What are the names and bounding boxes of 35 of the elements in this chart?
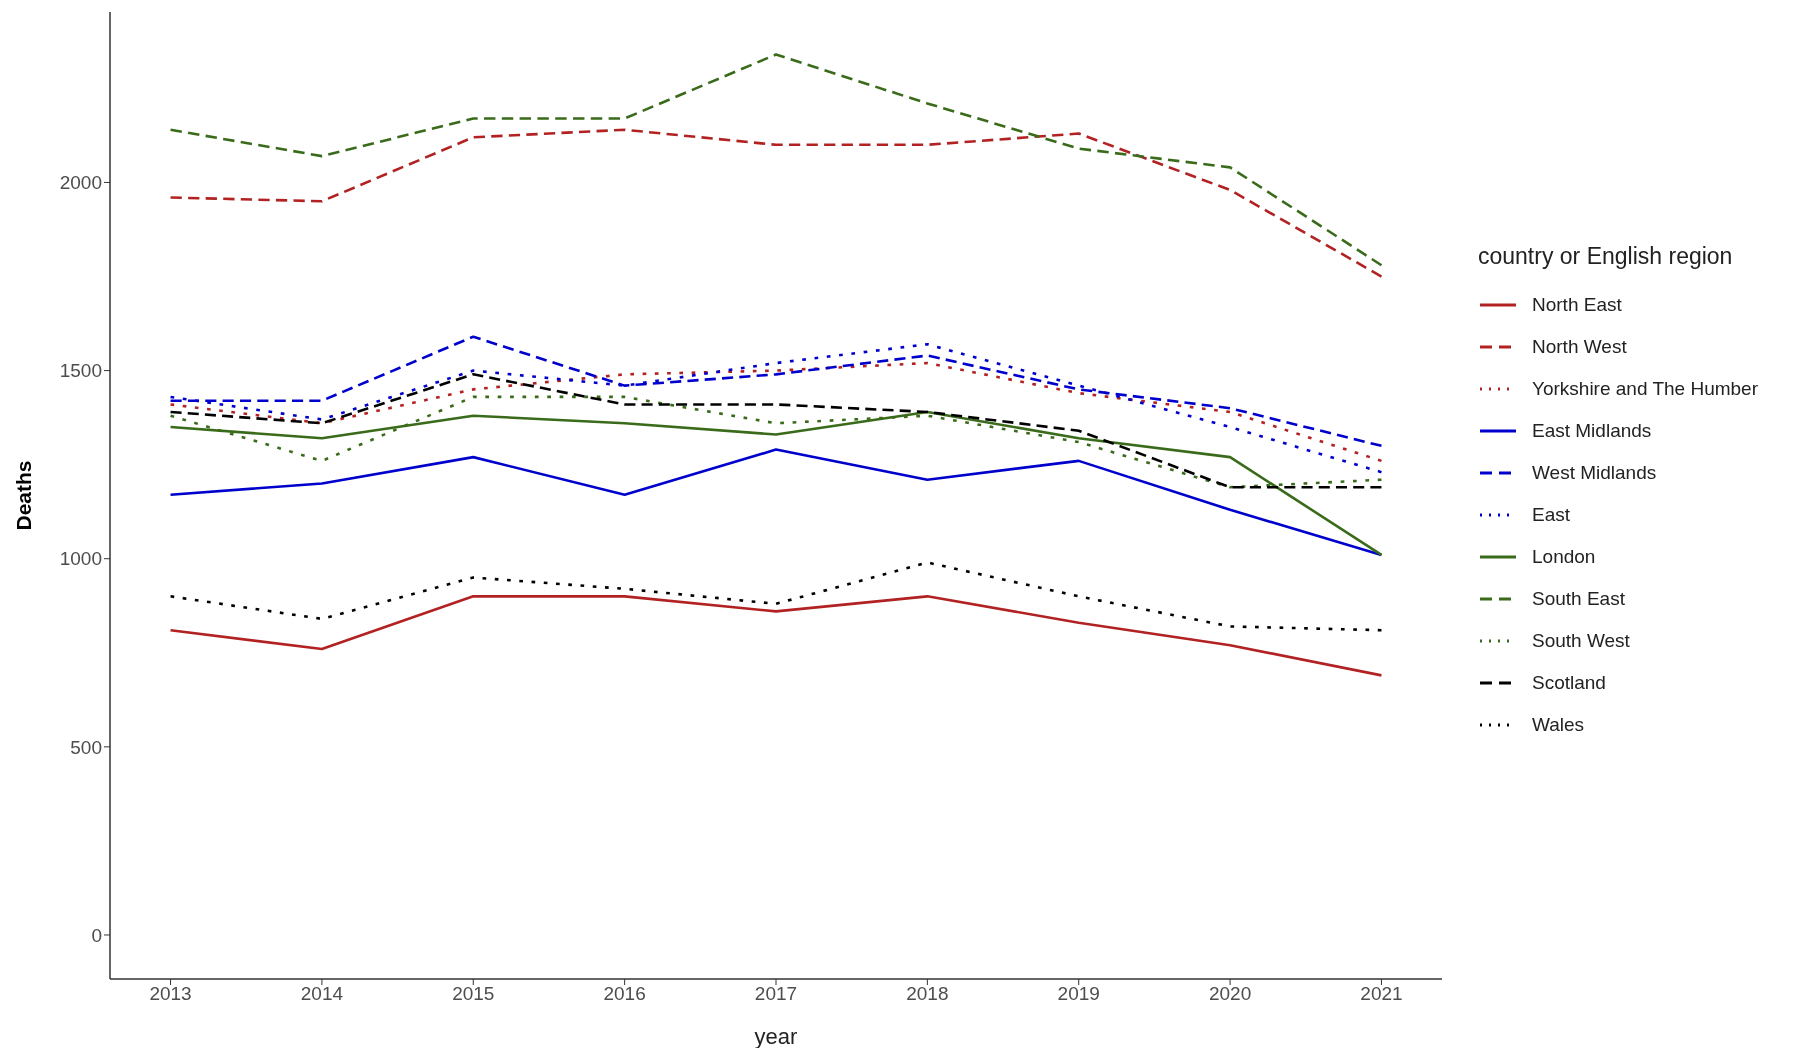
legend-label: West Midlands (1532, 462, 1657, 484)
x-tick-label: 2013 (149, 983, 192, 1005)
x-tick-label: 2021 (1360, 983, 1403, 1005)
line-series (169, 561, 1383, 632)
legend-title: country or English region (1478, 243, 1734, 270)
legend-label: South West (1532, 630, 1630, 652)
x-tick-label: 2016 (603, 983, 646, 1005)
legend-label: Yorkshire and The Humber (1532, 378, 1759, 400)
x-tick-label: 2018 (906, 983, 949, 1005)
legend-label: Wales (1532, 714, 1585, 736)
y-tick-label: 0 (91, 924, 102, 946)
legend-label: North East (1532, 294, 1622, 316)
line-series (169, 128, 1383, 278)
x-tick-label: 2014 (300, 983, 344, 1005)
x-axis-title: year (754, 1024, 798, 1049)
y-tick-label: 500 (70, 736, 102, 758)
x-tick-label: 2017 (754, 983, 798, 1005)
line-series (169, 361, 1383, 463)
y-tick-label: 1500 (59, 360, 102, 382)
x-tick-label: 2020 (1208, 983, 1252, 1005)
legend-label: East Midlands (1532, 420, 1652, 442)
line-series (169, 373, 1383, 489)
legend-label: Scotland (1532, 672, 1606, 694)
legend-label: South East (1532, 588, 1625, 610)
legend-label: North West (1532, 336, 1627, 358)
y-axis-title: Deaths (12, 460, 36, 531)
line-series (169, 448, 1383, 557)
legend-label: East (1532, 504, 1571, 526)
legend-label: London (1532, 546, 1596, 568)
line-series (169, 53, 1383, 267)
y-tick-label: 1000 (59, 548, 102, 570)
x-tick-label: 2019 (1057, 983, 1100, 1005)
x-tick-label: 2015 (452, 983, 495, 1005)
line-series (169, 595, 1383, 677)
y-tick-label: 2000 (59, 172, 102, 194)
